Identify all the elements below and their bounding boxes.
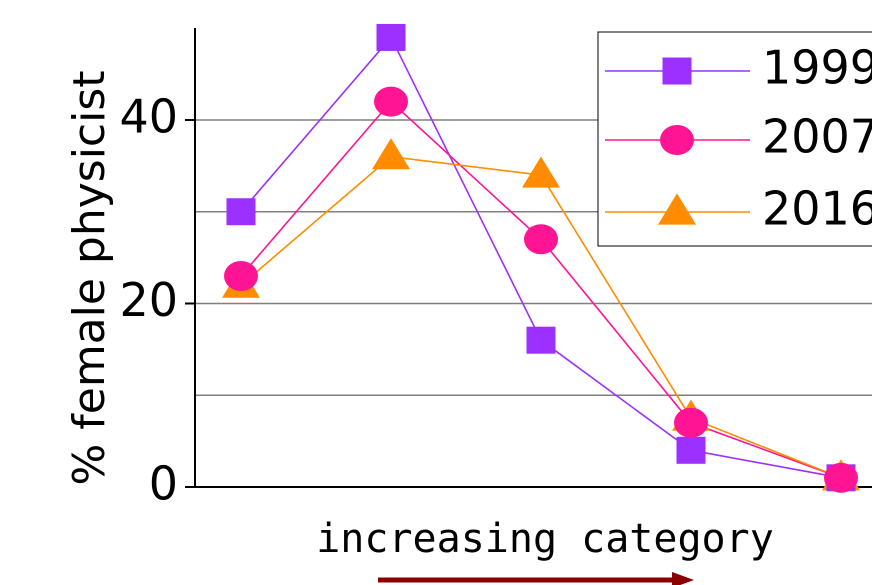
direction-arrow — [378, 572, 694, 585]
arrow-head — [672, 572, 694, 585]
data-point-1999-1 — [226, 198, 256, 226]
data-point-1999-2 — [376, 23, 406, 51]
legend-label-2007: 2007 — [762, 110, 872, 164]
legend-marker-2007 — [660, 125, 694, 155]
data-point-2007-2 — [374, 86, 408, 117]
data-point-2007-3 — [524, 224, 558, 255]
legend-box — [597, 31, 872, 247]
series-markers — [222, 23, 860, 493]
legend-label-1999: 1999 — [762, 41, 872, 95]
data-point-1999-3 — [526, 326, 556, 354]
legend: 1999 2007 2016 — [597, 31, 872, 247]
x-axis-label: increasing category — [316, 516, 774, 562]
legend-marker-2016 — [658, 193, 696, 225]
legend-marker-1999 — [662, 57, 692, 85]
y-tick-label: 0 — [149, 457, 178, 511]
data-point-2016-2 — [372, 138, 410, 170]
y-tick-label: 20 — [119, 273, 178, 327]
data-point-2016-3 — [522, 156, 560, 188]
data-point-2007-4 — [674, 407, 708, 438]
legend-label-2016: 2016 — [762, 182, 872, 236]
y-tick-label: 40 — [119, 90, 178, 144]
data-point-2007-5 — [824, 462, 858, 493]
data-point-1999-4 — [676, 436, 706, 464]
y-axis-label: % female physicist — [64, 70, 115, 485]
data-point-2007-1 — [224, 260, 258, 291]
y-ticks: 0 20 40 — [119, 90, 195, 511]
